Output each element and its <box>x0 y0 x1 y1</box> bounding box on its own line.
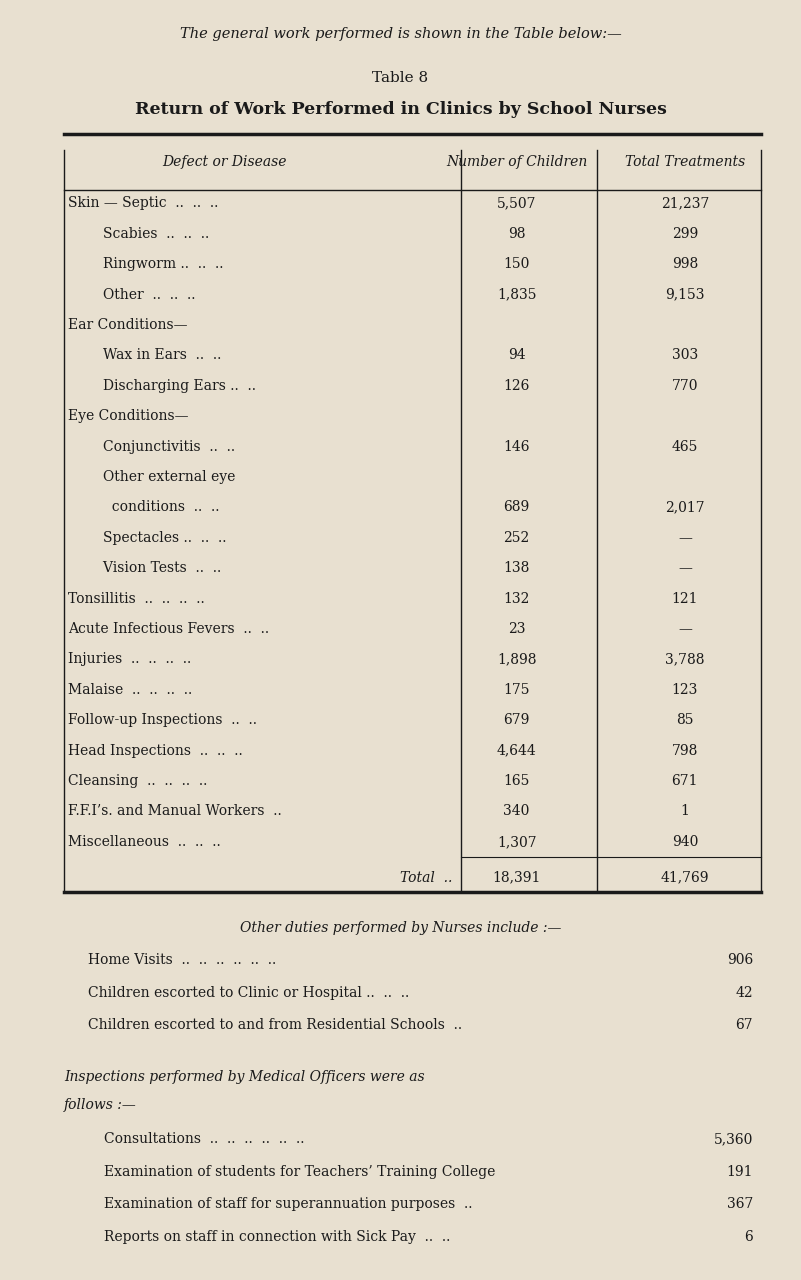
Text: 138: 138 <box>504 561 529 575</box>
Text: 126: 126 <box>504 379 529 393</box>
Text: 123: 123 <box>672 682 698 696</box>
Text: Total Treatments: Total Treatments <box>625 155 745 169</box>
Text: —: — <box>678 561 692 575</box>
Text: 1: 1 <box>680 804 690 818</box>
Text: 42: 42 <box>735 986 753 1000</box>
Text: 798: 798 <box>672 744 698 758</box>
Text: Inspections performed by Medical Officers were as: Inspections performed by Medical Officer… <box>64 1070 425 1084</box>
Text: 23: 23 <box>508 622 525 636</box>
Text: 94: 94 <box>508 348 525 362</box>
Text: 299: 299 <box>672 227 698 241</box>
Text: Children escorted to and from Residential Schools  ..: Children escorted to and from Residentia… <box>88 1019 462 1033</box>
Text: 165: 165 <box>504 774 529 788</box>
Text: Examination of staff for superannuation purposes  ..: Examination of staff for superannuation … <box>104 1198 473 1211</box>
Text: 67: 67 <box>735 1019 753 1033</box>
Text: 132: 132 <box>504 591 529 605</box>
Text: 367: 367 <box>727 1198 753 1211</box>
Text: —: — <box>678 531 692 545</box>
Text: 340: 340 <box>504 804 529 818</box>
Text: Return of Work Performed in Clinics by School Nurses: Return of Work Performed in Clinics by S… <box>135 101 666 118</box>
Text: Miscellaneous  ..  ..  ..: Miscellaneous .. .. .. <box>68 835 221 849</box>
Text: Skin — Septic  ..  ..  ..: Skin — Septic .. .. .. <box>68 197 219 210</box>
Text: 98: 98 <box>508 227 525 241</box>
Text: 940: 940 <box>672 835 698 849</box>
Text: Follow-up Inspections  ..  ..: Follow-up Inspections .. .. <box>68 713 257 727</box>
Text: 5,507: 5,507 <box>497 197 537 210</box>
Text: 906: 906 <box>727 954 753 968</box>
Text: Vision Tests  ..  ..: Vision Tests .. .. <box>68 561 221 575</box>
Text: 175: 175 <box>503 682 530 696</box>
Text: Reports on staff in connection with Sick Pay  ..  ..: Reports on staff in connection with Sick… <box>104 1230 450 1244</box>
Text: 465: 465 <box>672 440 698 453</box>
Text: Malaise  ..  ..  ..  ..: Malaise .. .. .. .. <box>68 682 192 696</box>
Text: Conjunctivitis  ..  ..: Conjunctivitis .. .. <box>68 440 235 453</box>
Text: Consultations  ..  ..  ..  ..  ..  ..: Consultations .. .. .. .. .. .. <box>104 1133 304 1147</box>
Text: Injuries  ..  ..  ..  ..: Injuries .. .. .. .. <box>68 653 191 667</box>
Text: Ear Conditions—: Ear Conditions— <box>68 319 187 332</box>
Text: 998: 998 <box>672 257 698 271</box>
Text: Home Visits  ..  ..  ..  ..  ..  ..: Home Visits .. .. .. .. .. .. <box>88 954 276 968</box>
Text: 4,644: 4,644 <box>497 744 537 758</box>
Text: 1,307: 1,307 <box>497 835 537 849</box>
Text: 3,788: 3,788 <box>665 653 705 667</box>
Text: Number of Children: Number of Children <box>446 155 587 169</box>
Text: The general work performed is shown in the Table below:—: The general work performed is shown in t… <box>179 27 622 41</box>
Text: 2,017: 2,017 <box>665 500 705 515</box>
Text: 303: 303 <box>672 348 698 362</box>
Text: Ringworm ..  ..  ..: Ringworm .. .. .. <box>68 257 223 271</box>
Text: Defect or Disease: Defect or Disease <box>162 155 287 169</box>
Text: 146: 146 <box>503 440 530 453</box>
Text: Examination of students for Teachers’ Training College: Examination of students for Teachers’ Tr… <box>104 1165 496 1179</box>
Text: Spectacles ..  ..  ..: Spectacles .. .. .. <box>68 531 227 545</box>
Text: Total  ..: Total .. <box>400 870 453 884</box>
Text: Other duties performed by Nurses include :—: Other duties performed by Nurses include… <box>239 920 562 934</box>
Text: 85: 85 <box>676 713 694 727</box>
Text: 191: 191 <box>727 1165 753 1179</box>
Text: Other external eye: Other external eye <box>68 470 235 484</box>
Text: 21,237: 21,237 <box>661 197 709 210</box>
Text: —: — <box>678 622 692 636</box>
Text: 679: 679 <box>504 713 529 727</box>
Text: 5,360: 5,360 <box>714 1133 753 1147</box>
Text: Tonsillitis  ..  ..  ..  ..: Tonsillitis .. .. .. .. <box>68 591 205 605</box>
Text: 1,898: 1,898 <box>497 653 537 667</box>
Text: 9,153: 9,153 <box>665 288 705 302</box>
Text: Scabies  ..  ..  ..: Scabies .. .. .. <box>68 227 209 241</box>
Text: Other  ..  ..  ..: Other .. .. .. <box>68 288 195 302</box>
Text: 41,769: 41,769 <box>661 870 709 884</box>
Text: Head Inspections  ..  ..  ..: Head Inspections .. .. .. <box>68 744 243 758</box>
Text: follows :—: follows :— <box>64 1097 137 1111</box>
Text: F.F.I’s. and Manual Workers  ..: F.F.I’s. and Manual Workers .. <box>68 804 282 818</box>
Text: Discharging Ears ..  ..: Discharging Ears .. .. <box>68 379 256 393</box>
Text: 121: 121 <box>671 591 698 605</box>
Text: Eye Conditions—: Eye Conditions— <box>68 410 188 424</box>
Text: Table 8: Table 8 <box>372 70 429 84</box>
Text: Wax in Ears  ..  ..: Wax in Ears .. .. <box>68 348 221 362</box>
Text: Acute Infectious Fevers  ..  ..: Acute Infectious Fevers .. .. <box>68 622 269 636</box>
Text: Cleansing  ..  ..  ..  ..: Cleansing .. .. .. .. <box>68 774 207 788</box>
Text: conditions  ..  ..: conditions .. .. <box>68 500 219 515</box>
Text: 18,391: 18,391 <box>493 870 541 884</box>
Text: 770: 770 <box>671 379 698 393</box>
Text: 671: 671 <box>671 774 698 788</box>
Text: 150: 150 <box>504 257 529 271</box>
Text: 689: 689 <box>504 500 529 515</box>
Text: 6: 6 <box>744 1230 753 1244</box>
Text: 252: 252 <box>504 531 529 545</box>
Text: Children escorted to Clinic or Hospital ..  ..  ..: Children escorted to Clinic or Hospital … <box>88 986 409 1000</box>
Text: 1,835: 1,835 <box>497 288 537 302</box>
